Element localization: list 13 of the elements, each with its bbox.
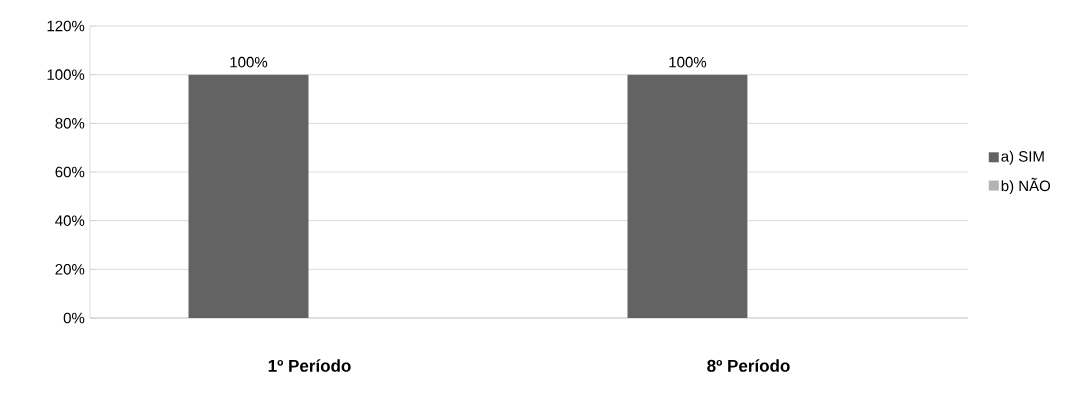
y-tick-label: 60% <box>55 166 85 178</box>
y-tick-label: 0% <box>63 312 85 324</box>
data-label: 100% <box>230 56 268 68</box>
y-tick-label: 100% <box>47 69 85 80</box>
y-tick-label: 20% <box>55 264 85 275</box>
data-label: 100% <box>669 56 707 68</box>
y-tick-label: 40% <box>55 215 85 226</box>
y-tick-label: 80% <box>55 118 85 129</box>
legend-label: a) SIM <box>1001 150 1044 165</box>
x-tick-label: 1º Período <box>268 359 351 372</box>
legend-label: b) NÃO <box>1001 177 1051 195</box>
x-tick-label: 8º Período <box>707 359 790 372</box>
y-tick-label: 120% <box>47 20 85 32</box>
